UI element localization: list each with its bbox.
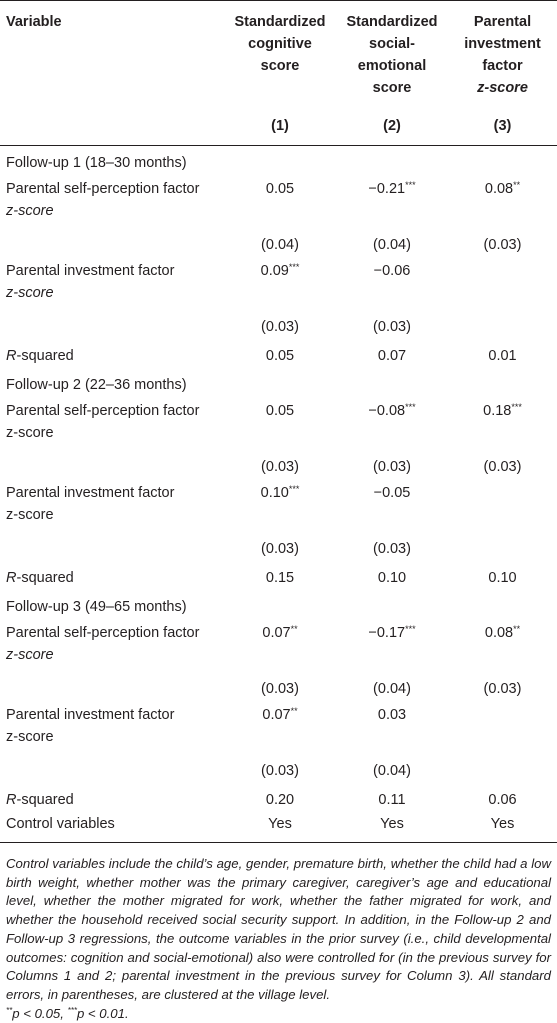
table-body: Follow-up 1 (18–30 months) Parental self-… [0,146,557,843]
coefficient-cell: −0.21*** [368,180,416,198]
standard-error-cell [448,526,557,562]
r-squared-cell: 0.15 [265,570,295,586]
control-variables-row: Control variables Yes Yes Yes [0,812,557,843]
coefficient-cell: −0.06 [373,263,411,279]
standard-error-cell: (0.03) [373,541,411,557]
r-squared-cell: 0.10 [377,570,407,586]
standard-error-cell: (0.04) [261,237,299,253]
col3-number: (3) [493,118,512,134]
coefficient-cell [448,258,557,304]
row-label: Parental investment factor z-score [6,485,175,523]
self-perception-row: Parental self-perception factor z-score 0.… [0,398,557,444]
row-label: Parental self-perception factor z-score [6,181,200,219]
coefficient-cell: −0.08*** [368,402,416,420]
standard-error-cell: (0.03) [261,541,299,557]
section-title: Follow-up 2 (22–36 months) [6,377,187,393]
coefficient-cell: 0.08** [484,180,521,198]
footnote-text: Control variables include the child’s ag… [6,856,551,1002]
control-value-cell: Yes [380,816,404,832]
standard-error-cell: (0.03) [483,681,522,697]
standard-error-cell: (0.04) [373,763,411,779]
r-squared-cell: 0.20 [265,792,295,808]
investment-row: Parental investment factor z-score 0.07** 0… [0,702,557,748]
col3-header: Parental investment factor z-score [464,14,541,96]
standard-error-cell: (0.03) [261,681,299,697]
row-label: Parental investment factor z-score [6,263,175,301]
r-squared-label: R-squared [6,570,74,586]
coefficient-cell: 0.07** [262,624,298,642]
r-squared-label: R-squared [6,348,74,364]
coefficient-cell: 0.05 [265,403,295,419]
standard-error-cell [448,304,557,340]
standard-error-cell: (0.03) [261,763,299,779]
standard-error-cell: (0.03) [483,459,522,475]
control-variables-label: Control variables [6,816,115,832]
standard-error-cell: (0.03) [483,237,522,253]
header-row: Variable Standardized cognitive score Stan… [0,0,557,110]
coefficient-cell: 0.05 [265,181,295,197]
row-label: Parental self-perception factor z-score [6,403,200,441]
self-perception-row: Parental self-perception factor z-score 0.… [0,620,557,666]
coefficient-cell [448,702,557,748]
investment-row: Parental investment factor z-score 0.09***… [0,258,557,304]
variable-header: Variable [6,14,62,30]
r-squared-row: R-squared 0.20 0.11 0.06 [0,784,557,812]
column-number-row: (1) (2) (3) [0,109,557,146]
r-squared-cell: 0.10 [488,570,517,586]
standard-error-cell: (0.04) [373,681,411,697]
standard-error-row: (0.03) (0.03) [0,526,557,562]
standard-error-row: (0.04) (0.04) (0.03) [0,222,557,258]
col2-number: (2) [383,118,401,134]
standard-error-cell [448,748,557,784]
standard-error-row: (0.03) (0.04) [0,748,557,784]
r-squared-cell: 0.05 [265,348,295,364]
control-value-cell: Yes [490,816,515,832]
coefficient-cell: 0.03 [377,707,407,723]
section-title: Follow-up 3 (49–65 months) [6,599,187,615]
col1-header: Standardized cognitive score [234,14,326,74]
r-squared-row: R-squared 0.15 0.10 0.10 [0,562,557,590]
standard-error-cell: (0.03) [373,459,411,475]
section-title-row: Follow-up 2 (22–36 months) [0,368,557,398]
r-squared-cell: 0.01 [488,348,517,364]
coefficient-cell: 0.10*** [260,484,300,502]
col2-header: Standardized social-emotional score [346,14,438,96]
regression-table: Variable Standardized cognitive score Stan… [0,0,557,843]
r-squared-cell: 0.11 [378,792,406,808]
coefficient-cell: 0.09*** [260,262,300,280]
control-value-cell: Yes [268,816,292,832]
section-title-row: Follow-up 1 (18–30 months) [0,146,557,177]
standard-error-row: (0.03) (0.04) (0.03) [0,666,557,702]
r-squared-cell: 0.06 [488,792,517,808]
col1-number: (1) [271,118,289,134]
row-label: Parental self-perception factor z-score [6,625,200,663]
investment-row: Parental investment factor z-score 0.10***… [0,480,557,526]
significance-note: **p < 0.05, ***p < 0.01. [6,1005,129,1021]
self-perception-row: Parental self-perception factor z-score 0.… [0,176,557,222]
standard-error-row: (0.03) (0.03) [0,304,557,340]
coefficient-cell: −0.17*** [368,624,416,642]
standard-error-cell: (0.04) [373,237,411,253]
coefficient-cell [448,480,557,526]
coefficient-cell: 0.08** [484,624,521,642]
standard-error-cell: (0.03) [373,319,411,335]
standard-error-cell: (0.03) [261,459,299,475]
r-squared-row: R-squared 0.05 0.07 0.01 [0,340,557,368]
coefficient-cell: 0.18*** [483,402,522,420]
coefficient-cell: −0.05 [373,485,411,501]
standard-error-cell: (0.03) [261,319,299,335]
r-squared-cell: 0.07 [377,348,407,364]
coefficient-cell: 0.07** [262,706,298,724]
section-title: Follow-up 1 (18–30 months) [6,155,187,171]
r-squared-label: R-squared [6,792,74,808]
row-label: Parental investment factor z-score [6,707,175,745]
table-footnote: Control variables include the child’s ag… [0,843,557,1023]
standard-error-row: (0.03) (0.03) (0.03) [0,444,557,480]
section-title-row: Follow-up 3 (49–65 months) [0,590,557,620]
